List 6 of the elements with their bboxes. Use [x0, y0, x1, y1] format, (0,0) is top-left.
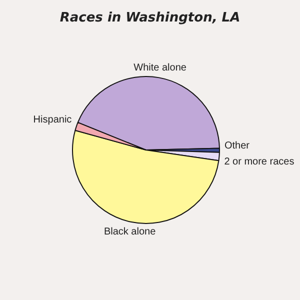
- slice-label: Black alone: [104, 226, 156, 238]
- slice-label: White alone: [134, 62, 187, 74]
- chart-title: Races in Washington, LA: [60, 10, 240, 26]
- slice-label: Other: [224, 140, 250, 152]
- slice-label: Hispanic: [33, 114, 72, 126]
- slice-label: 2 or more races: [224, 156, 294, 168]
